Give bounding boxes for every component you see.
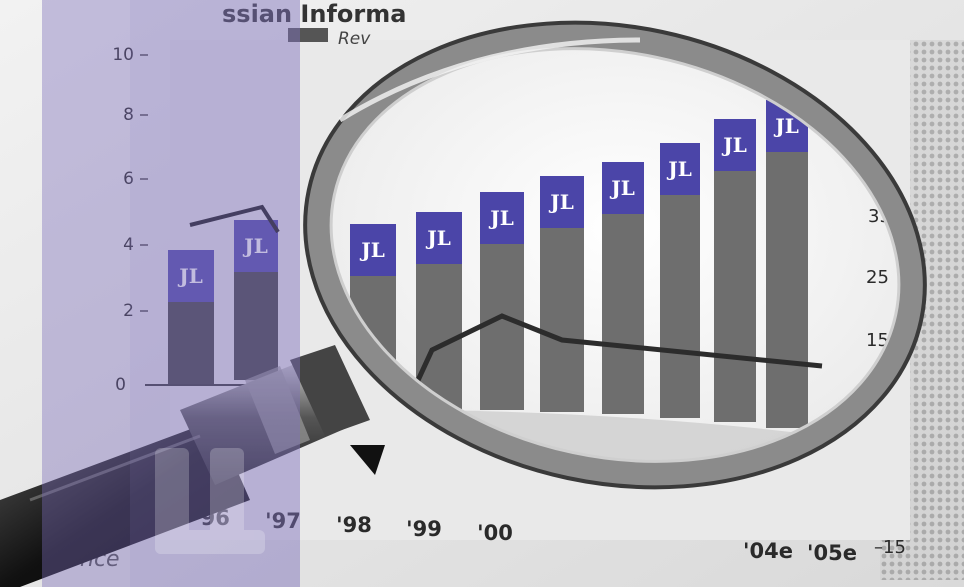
magnifier-handle	[0, 345, 385, 587]
bar-badge-label: JL	[242, 234, 268, 258]
bar-badge	[480, 192, 524, 244]
bar-badge	[602, 162, 644, 214]
lens-rim-outer	[303, 20, 927, 490]
tint-overlay	[42, 0, 300, 587]
watermark-logo	[155, 448, 265, 554]
year-label: '99	[406, 517, 442, 541]
bar-badge	[540, 176, 584, 228]
year-label: '00	[477, 521, 513, 545]
right-tick: 25	[866, 267, 889, 288]
bar-badge	[168, 250, 214, 302]
bar-badge-label: JL	[425, 226, 451, 250]
lens-rim	[305, 22, 925, 488]
bar-badge-label: JL	[488, 206, 514, 230]
legend-swatch	[288, 28, 328, 42]
lens-rim-inner	[329, 47, 901, 463]
bar-badge	[234, 220, 278, 272]
outer-bars: JL JL	[168, 220, 278, 385]
bar-badge-label: JL	[359, 238, 385, 262]
bar-badge-label: JL	[548, 190, 574, 214]
left-tick: 10	[112, 45, 134, 65]
year-label: '98	[336, 513, 372, 537]
left-tick: 8	[123, 105, 134, 125]
year-label: '04e	[743, 539, 793, 563]
left-tick: 2	[123, 301, 134, 321]
year-label: '97	[265, 509, 301, 533]
chart-title: ssian Informa	[222, 0, 406, 28]
bar-badge	[660, 143, 700, 195]
bar-badge-label: JL	[666, 157, 692, 181]
bar-badge-label: JL	[721, 133, 747, 157]
right-tick-outer: –15	[874, 537, 906, 558]
bar	[766, 100, 808, 428]
left-tick: 4	[123, 235, 134, 255]
left-axis: 10 8 6 4 2 0	[112, 45, 148, 395]
trend-line-outer	[189, 204, 280, 234]
trend-line	[405, 313, 823, 404]
bar-badge-label: JL	[773, 114, 799, 138]
left-tick: 6	[123, 169, 134, 189]
bar-badge-label: JL	[609, 176, 635, 200]
bar-badge	[350, 224, 396, 276]
bar-badge	[714, 119, 756, 171]
year-label: '05e	[807, 541, 857, 565]
bar-badge-label: JL	[177, 264, 203, 288]
x-axis-labels: '96 '97 '98 '99 '00 '04e '05e	[194, 506, 857, 565]
left-tick: 0	[115, 375, 126, 395]
right-tick: 15	[866, 330, 889, 351]
legend-label: Rev	[338, 29, 371, 49]
bar-badge	[416, 212, 462, 264]
